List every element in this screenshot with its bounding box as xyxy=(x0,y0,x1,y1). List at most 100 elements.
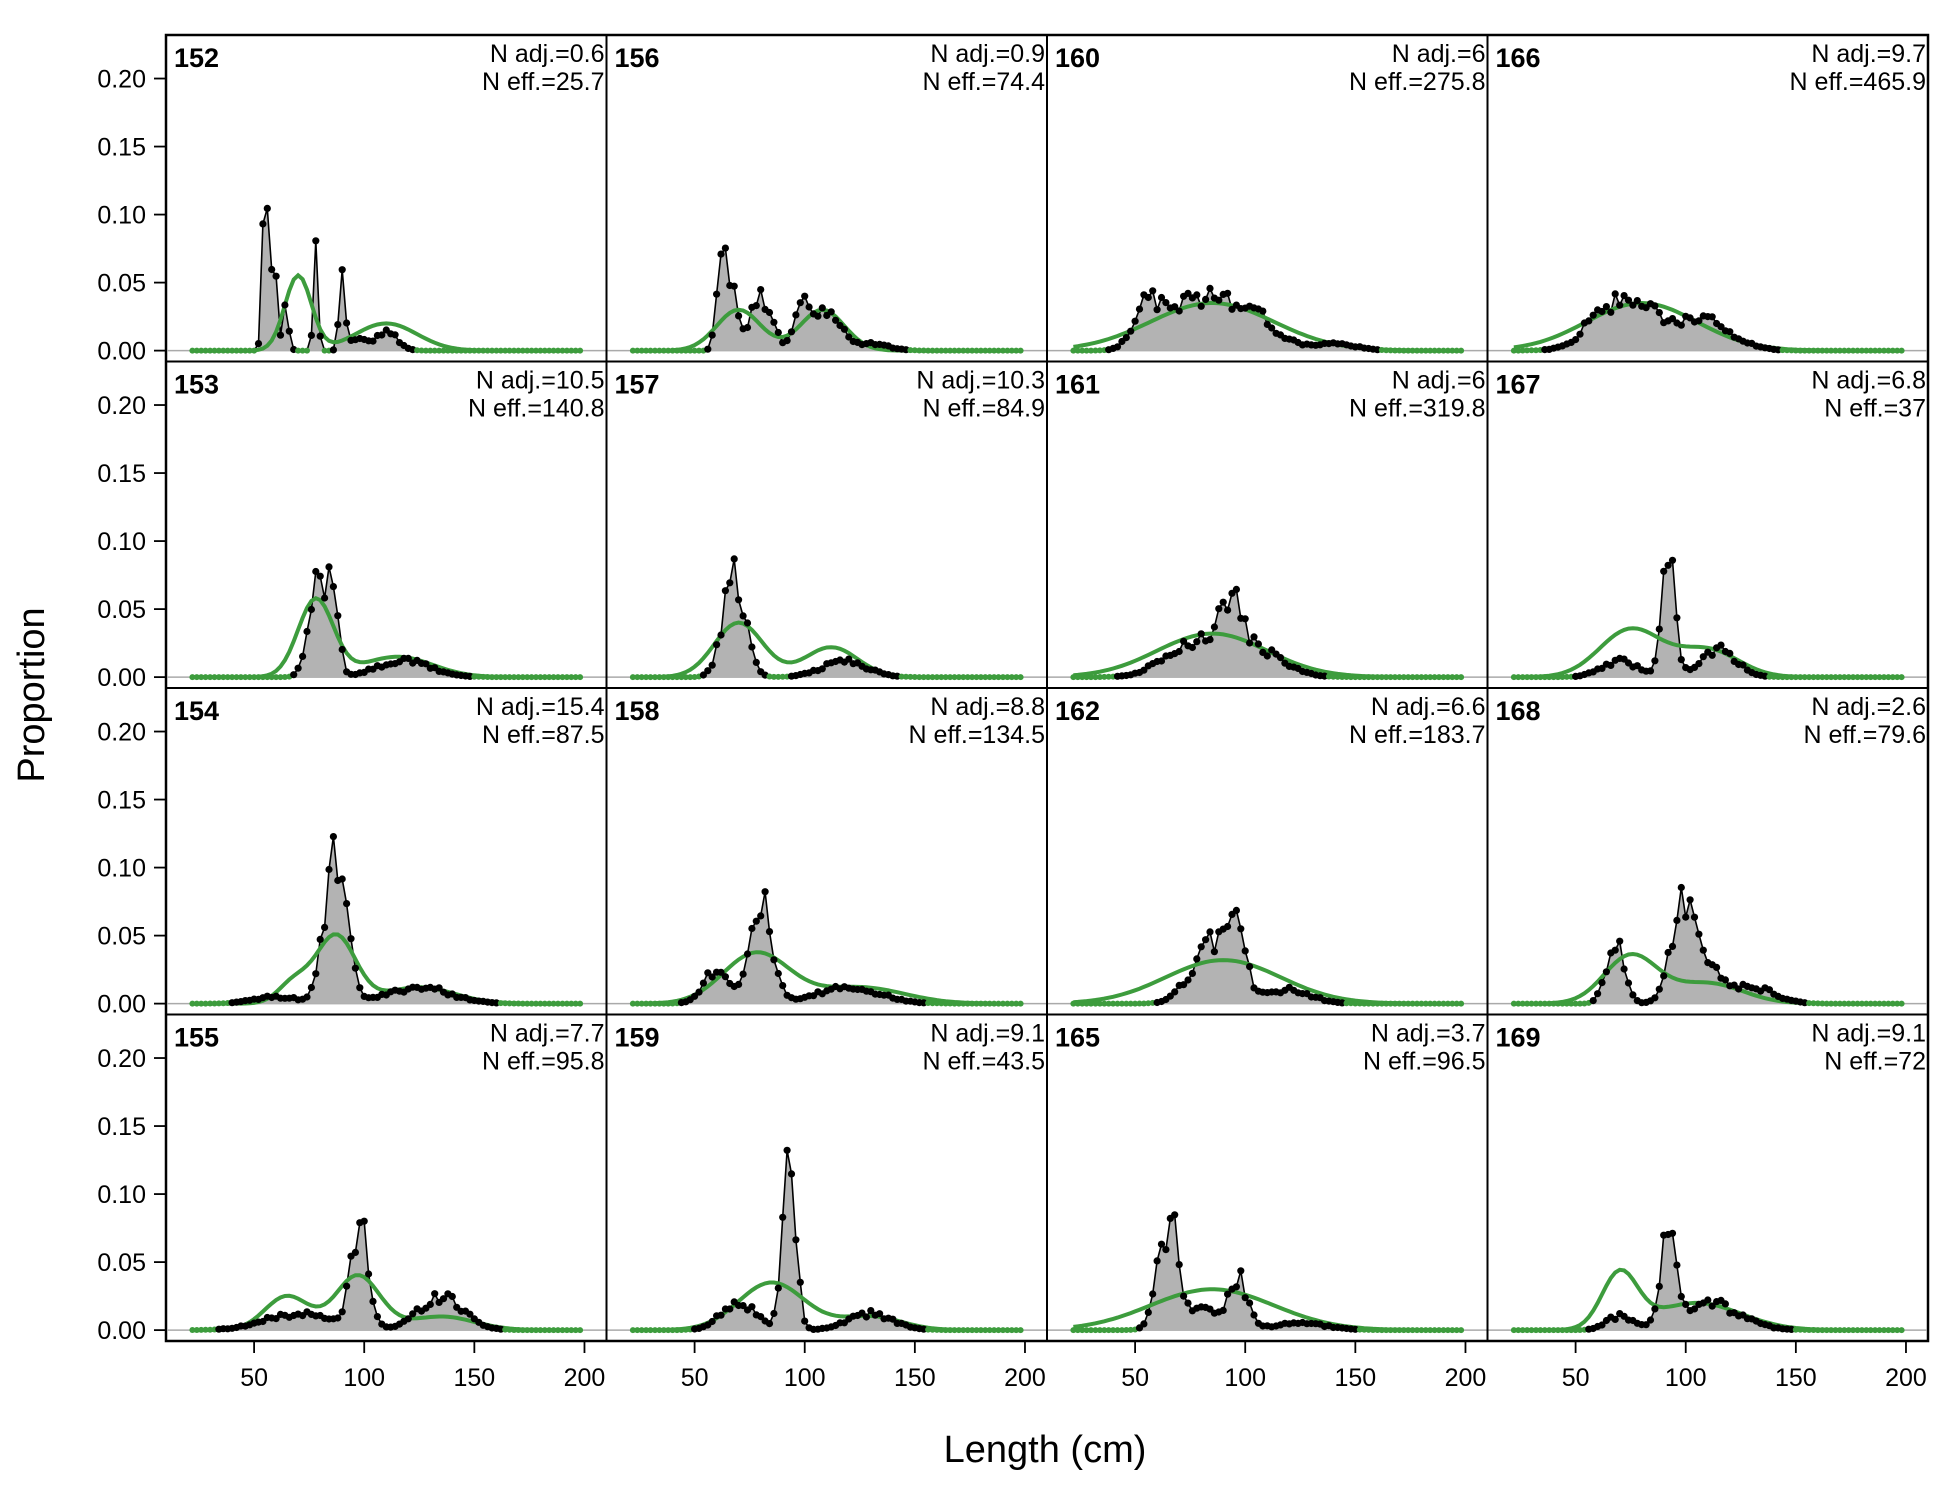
observed-point xyxy=(991,674,998,681)
observed-point xyxy=(537,347,544,354)
observed-point xyxy=(1611,1315,1619,1323)
observed-point xyxy=(1400,674,1407,681)
observed-point xyxy=(925,1326,932,1333)
observed-point xyxy=(1876,1000,1883,1007)
observed-point xyxy=(1070,347,1077,354)
observed-point xyxy=(920,674,927,681)
observed-point xyxy=(1572,1000,1579,1007)
observed-point xyxy=(964,674,971,681)
observed-point xyxy=(1458,1000,1465,1007)
n-eff-label: N eff.=275.8 xyxy=(1349,68,1485,96)
observed-point xyxy=(1427,674,1434,681)
observed-point xyxy=(329,346,337,354)
observed-point xyxy=(1232,585,1240,594)
observed-point xyxy=(202,1000,209,1007)
observed-point xyxy=(1668,1229,1677,1237)
observed-point xyxy=(1708,651,1716,659)
observed-point xyxy=(533,347,539,354)
observed-point xyxy=(1405,674,1412,681)
observed-point xyxy=(982,347,989,354)
observed-point xyxy=(1876,347,1883,354)
observed-point xyxy=(1088,674,1094,681)
observed-point xyxy=(1132,1000,1139,1007)
observed-point xyxy=(484,347,491,354)
observed-point xyxy=(1664,561,1672,569)
observed-point xyxy=(1219,598,1227,606)
observed-point xyxy=(1695,317,1703,325)
observed-point xyxy=(986,1000,993,1007)
observed-point xyxy=(497,674,504,681)
observed-point xyxy=(1409,1000,1416,1007)
observed-point xyxy=(1246,639,1254,647)
observed-point xyxy=(281,674,288,680)
observed-point xyxy=(704,667,712,675)
observed-point xyxy=(1013,1327,1020,1334)
observed-point xyxy=(1863,674,1870,681)
observed-point xyxy=(687,347,694,354)
observed-point xyxy=(1810,1000,1817,1007)
panel-label: 155 xyxy=(174,1023,219,1053)
x-tick-label: 50 xyxy=(1121,1364,1149,1392)
observed-point xyxy=(942,347,949,354)
observed-point xyxy=(1254,640,1262,648)
observed-point xyxy=(920,347,927,354)
observed-point xyxy=(1568,1327,1575,1334)
observed-point xyxy=(1735,985,1743,993)
y-axis-title: Proportion xyxy=(11,607,53,782)
observed-point xyxy=(303,627,311,636)
panel-169: 169 N adj.=9.1N eff.=72 xyxy=(1486,1013,1929,1342)
observed-point xyxy=(933,674,940,681)
observed-point xyxy=(1810,1327,1817,1333)
observed-point xyxy=(1387,674,1394,681)
observed-point xyxy=(1449,674,1456,681)
observed-point xyxy=(1000,1327,1006,1334)
observed-point xyxy=(634,674,641,681)
observed-point xyxy=(1797,674,1804,681)
observed-point xyxy=(1528,1000,1535,1007)
observed-point xyxy=(1259,307,1267,315)
observed-point xyxy=(533,1327,539,1334)
observed-point xyxy=(1074,1000,1081,1007)
observed-point xyxy=(1374,1327,1381,1333)
observed-point xyxy=(1392,347,1398,354)
observed-point xyxy=(242,347,249,354)
observed-point xyxy=(652,674,658,681)
observed-point xyxy=(563,1327,570,1334)
observed-point xyxy=(1894,347,1901,354)
observed-point xyxy=(1405,347,1412,354)
observed-point xyxy=(1449,347,1456,354)
observed-point xyxy=(546,347,553,354)
observed-point xyxy=(960,674,967,681)
observed-point xyxy=(502,1000,509,1007)
observed-point xyxy=(1828,347,1835,354)
observed-point xyxy=(343,1282,351,1290)
observed-point xyxy=(1422,1000,1429,1007)
observed-point xyxy=(198,1326,205,1333)
observed-point xyxy=(647,674,654,681)
observed-point xyxy=(1453,1000,1460,1007)
observed-point xyxy=(555,1327,561,1334)
observed-point xyxy=(1418,1327,1425,1334)
panel-label: 169 xyxy=(1496,1023,1541,1053)
observed-point xyxy=(1642,1321,1650,1329)
y-tick-label: 0.15 xyxy=(97,1113,146,1141)
observed-point xyxy=(796,1278,804,1286)
x-tick-label: 100 xyxy=(784,1364,826,1392)
observed-point xyxy=(735,312,743,320)
observed-area xyxy=(1513,560,1902,678)
observed-point xyxy=(563,347,570,354)
observed-point xyxy=(1114,1327,1121,1334)
observed-point xyxy=(977,674,984,681)
observed-point xyxy=(338,645,346,654)
observed-point xyxy=(444,347,451,354)
observed-point xyxy=(674,674,680,681)
y-tick-label: 0.15 xyxy=(97,134,146,162)
observed-point xyxy=(422,660,430,668)
observed-point xyxy=(1004,674,1011,681)
n-eff-label: N eff.=37 xyxy=(1824,395,1926,423)
observed-point xyxy=(1832,1000,1839,1007)
observed-point xyxy=(708,661,716,669)
x-tick-label: 150 xyxy=(453,1364,495,1392)
observed-point xyxy=(1440,1000,1447,1007)
observed-point xyxy=(969,674,976,681)
